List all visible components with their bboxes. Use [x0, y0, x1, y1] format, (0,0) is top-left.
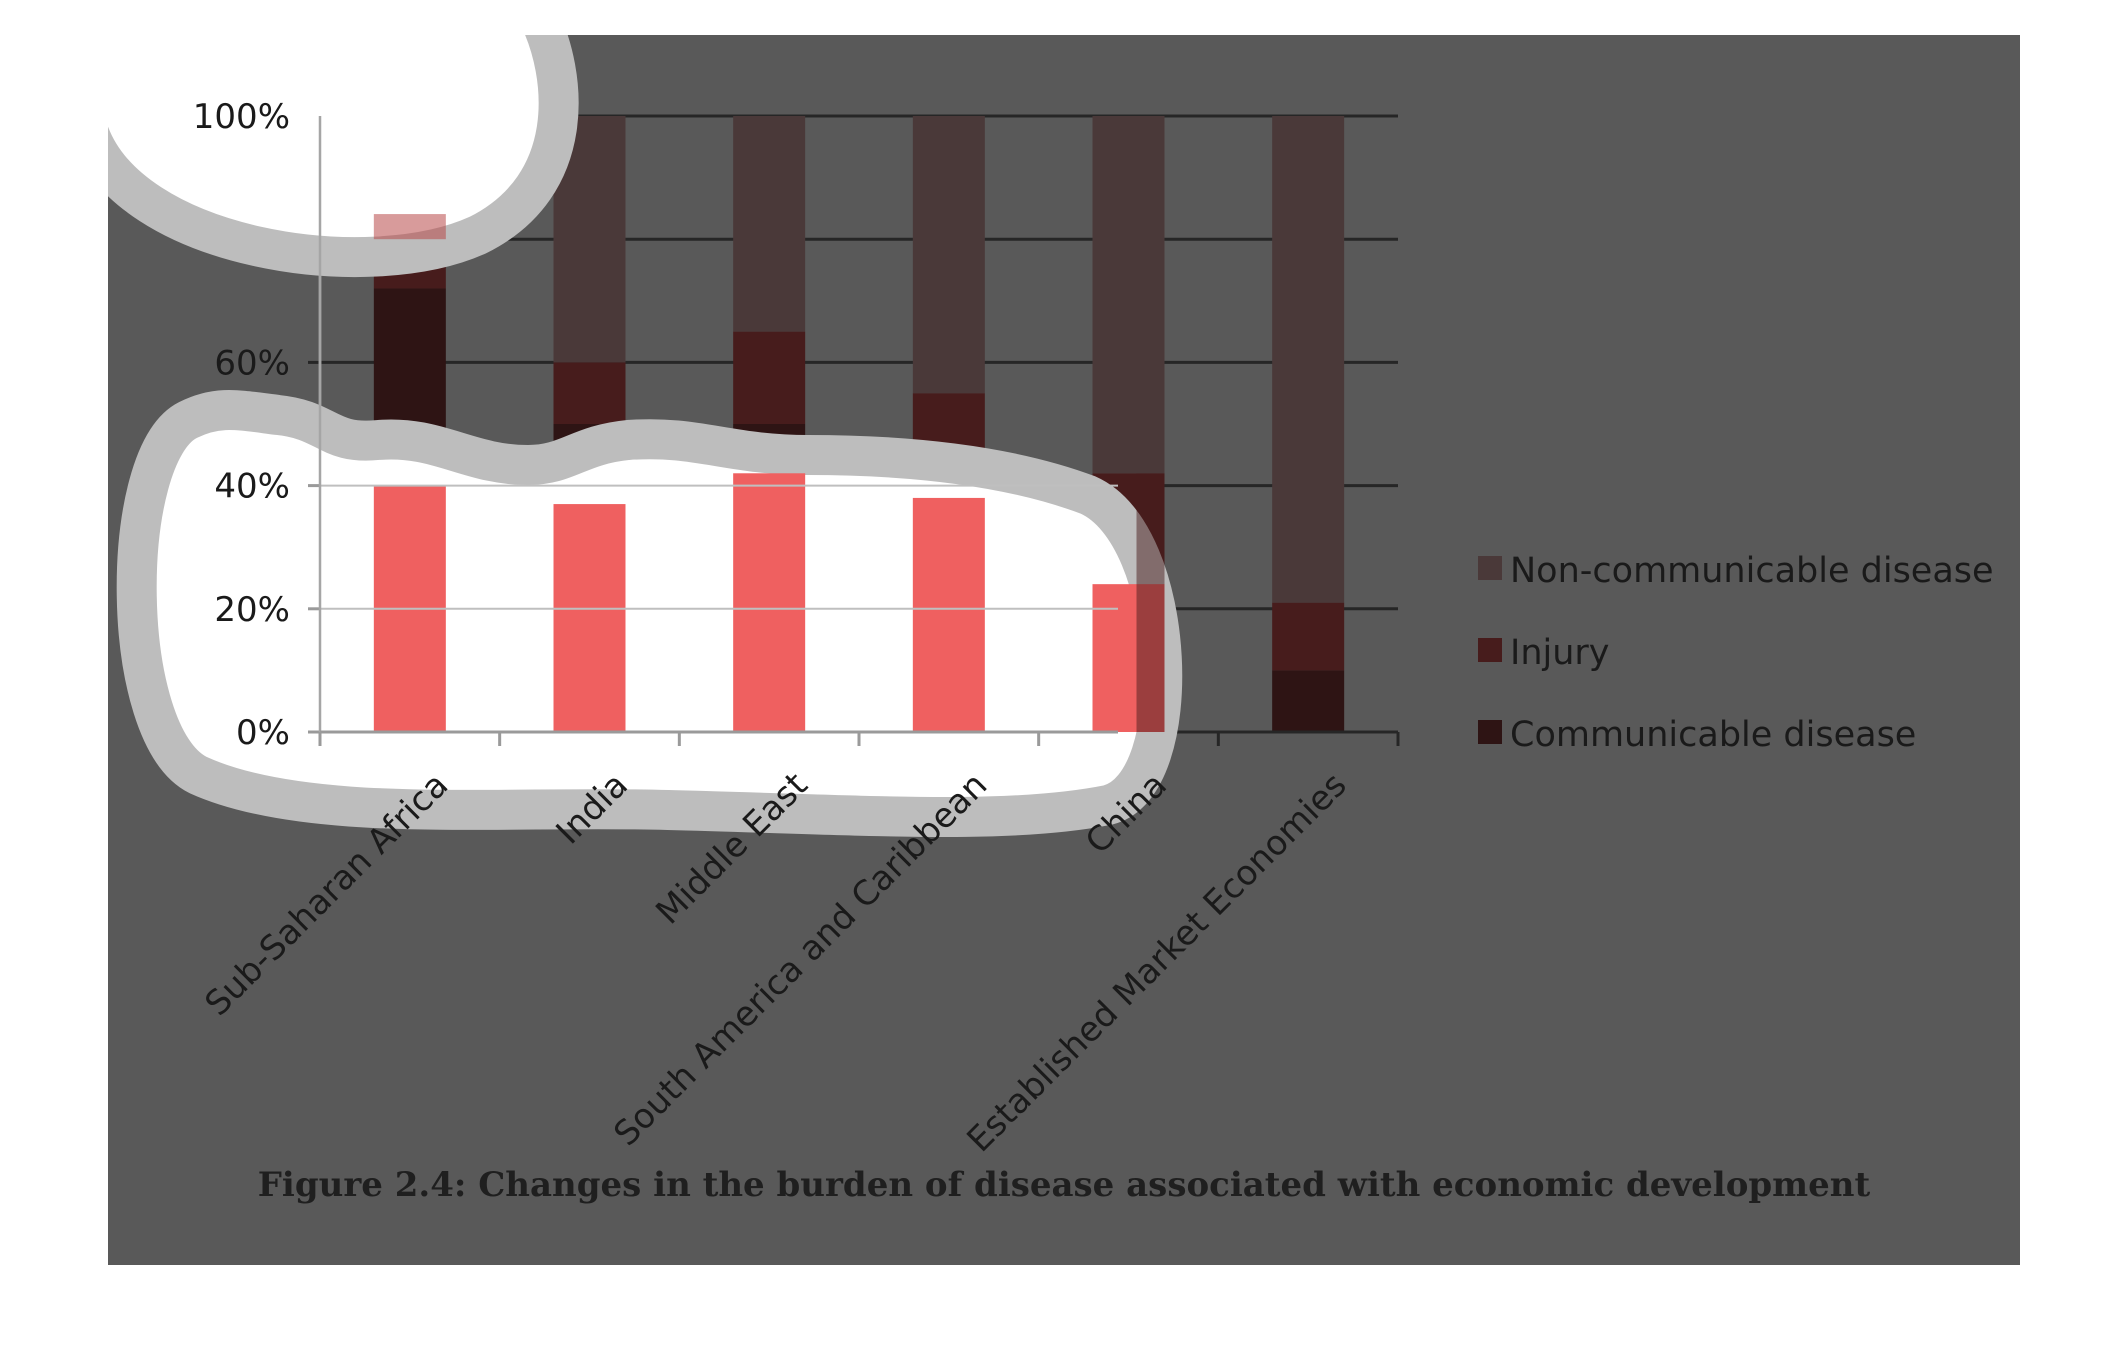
highlight-bar-tip	[373, 214, 446, 240]
legend-label: Communicable disease	[1510, 715, 1916, 755]
highlight-blob-top	[108, 35, 579, 278]
y-tick-label: 100%	[193, 97, 290, 137]
legend-swatch	[1478, 556, 1502, 580]
legend-swatch	[1478, 720, 1502, 744]
figure-panel: 0%20%40%60%80%100%0%20%40%100%Sub-Sahara…	[108, 35, 2020, 1265]
bar-segment	[733, 331, 806, 424]
highlight-bar-fill	[733, 473, 806, 732]
highlight-blob-bottom	[116, 390, 1183, 837]
highlight-bar-edge	[1136, 473, 1165, 732]
highlight-bar-fill	[912, 497, 985, 732]
y-tick-label: 20%	[214, 590, 290, 630]
stacked-bar-chart: 0%20%40%60%80%100%0%20%40%100%Sub-Sahara…	[108, 35, 1994, 1160]
y-tick-label: 40%	[214, 467, 290, 507]
bar-segment	[912, 116, 985, 394]
bar-segment	[733, 116, 806, 332]
legend-swatch	[1478, 638, 1502, 662]
bar-segment	[1272, 116, 1345, 603]
bar-segment	[1092, 116, 1165, 474]
legend-label: Injury	[1510, 633, 1610, 673]
legend-label: Non-communicable disease	[1510, 551, 1994, 591]
bar-segment	[1272, 670, 1345, 732]
highlight-bar-fill	[553, 504, 626, 732]
bar-segment	[553, 362, 626, 424]
y-tick-label: 0%	[236, 713, 290, 753]
y-tick-label: 60%	[214, 343, 290, 383]
bar-segment	[1272, 602, 1345, 671]
figure-caption: Figure 2.4: Changes in the burden of dis…	[257, 1165, 1871, 1205]
